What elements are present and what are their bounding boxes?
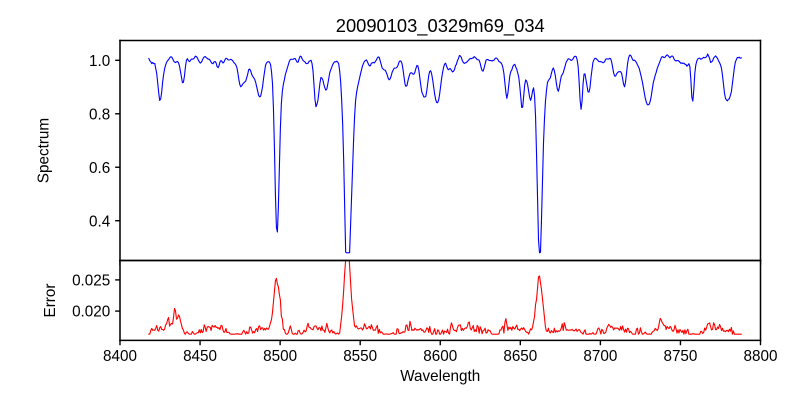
svg-text:8400: 8400: [103, 348, 137, 365]
svg-text:0.8: 0.8: [89, 106, 110, 123]
svg-text:8700: 8700: [583, 348, 617, 365]
svg-text:0.4: 0.4: [89, 213, 111, 230]
svg-text:8650: 8650: [503, 348, 537, 365]
svg-text:Spectrum: Spectrum: [35, 118, 52, 183]
svg-text:20090103_0329m69_034: 20090103_0329m69_034: [336, 15, 545, 37]
svg-text:8500: 8500: [263, 348, 297, 365]
svg-text:0.025: 0.025: [72, 272, 110, 289]
svg-text:8600: 8600: [423, 348, 457, 365]
svg-text:8450: 8450: [183, 348, 217, 365]
svg-text:Error: Error: [42, 284, 59, 318]
svg-text:0.020: 0.020: [72, 304, 110, 321]
svg-text:8800: 8800: [744, 348, 778, 365]
svg-text:1.0: 1.0: [89, 53, 110, 70]
svg-text:Wavelength: Wavelength: [400, 368, 480, 385]
svg-text:8750: 8750: [663, 348, 697, 365]
svg-text:8550: 8550: [343, 348, 377, 365]
svg-text:0.6: 0.6: [89, 160, 110, 177]
